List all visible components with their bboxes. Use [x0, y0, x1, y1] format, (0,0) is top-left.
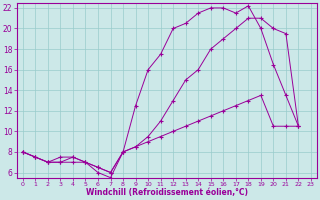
X-axis label: Windchill (Refroidissement éolien,°C): Windchill (Refroidissement éolien,°C)	[86, 188, 248, 197]
